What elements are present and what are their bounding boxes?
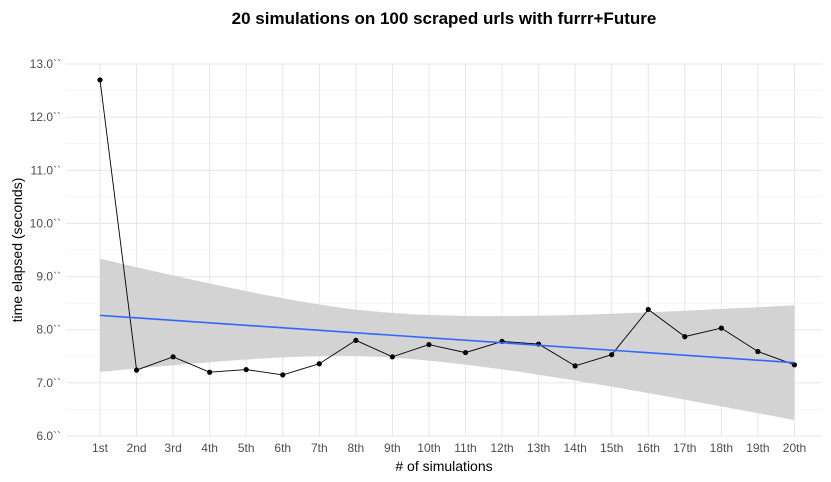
- x-tick-label: 3rd: [164, 441, 181, 455]
- y-tick-label: 6.0``: [36, 429, 61, 443]
- x-tick-label: 15th: [600, 441, 623, 455]
- y-tick-label: 8.0``: [36, 323, 61, 337]
- x-tick-label: 10th: [417, 441, 440, 455]
- x-tick-label: 9th: [384, 441, 401, 455]
- x-tick-label: 17th: [673, 441, 696, 455]
- x-tick-label: 14th: [563, 441, 586, 455]
- x-tick-label: 13th: [527, 441, 550, 455]
- x-tick-label: 16th: [637, 441, 660, 455]
- data-point: [280, 372, 286, 378]
- x-tick-label: 18th: [710, 441, 733, 455]
- data-point: [609, 352, 615, 358]
- data-point: [645, 306, 651, 313]
- y-tick-label: 11.0``: [31, 163, 61, 177]
- x-tick-label: 4th: [201, 441, 218, 455]
- data-point: [316, 361, 322, 367]
- y-axis-ticks: 6.0`` 7.0`` 8.0`` 9.0`` 10.0`` 11.0`` 12.0`` 13…: [30, 57, 61, 443]
- data-point: [426, 341, 432, 348]
- grid: [66, 63, 822, 437]
- chart-title: 20 simulations on 100 scraped urls with …: [232, 9, 657, 28]
- data-point: [97, 77, 103, 83]
- series-group: [97, 77, 798, 378]
- data-point: [353, 337, 359, 343]
- trend-line-group: [99, 314, 795, 364]
- x-tick-label: 7th: [311, 441, 328, 455]
- y-tick-label: 10.0``: [30, 216, 61, 230]
- data-point: [718, 325, 724, 331]
- data-point: [243, 366, 249, 373]
- data-point: [170, 354, 176, 360]
- x-axis-title: # of simulations: [395, 458, 492, 474]
- y-axis-title: time elapsed (seconds): [9, 178, 25, 323]
- y-tick-label: 13.0``: [30, 57, 61, 71]
- data-point: [389, 354, 395, 360]
- y-tick-label: 7.0``: [36, 376, 61, 390]
- data-point: [462, 349, 469, 356]
- trend-line: [99, 314, 795, 364]
- data-point: [791, 362, 798, 368]
- x-axis-ticks: 1st 2nd 3rd 4th 5th 6th 7th 8th 9th 10th 11th 12th 1…: [92, 441, 806, 455]
- data-point: [682, 334, 688, 340]
- y-tick-label: 9.0``: [36, 270, 61, 284]
- data-line: [99, 79, 795, 376]
- x-tick-label: 19th: [746, 441, 769, 455]
- x-tick-label: 1st: [92, 441, 109, 455]
- x-tick-label: 8th: [348, 441, 365, 455]
- data-point: [207, 369, 213, 375]
- data-point: [755, 348, 761, 355]
- x-tick-label: 6th: [274, 441, 291, 455]
- x-tick-label: 5th: [238, 441, 255, 455]
- x-tick-label: 12th: [490, 441, 513, 455]
- x-tick-label: 2nd: [127, 441, 147, 455]
- y-tick-label: 12.0``: [30, 110, 61, 124]
- data-point: [572, 363, 578, 369]
- data-point: [133, 367, 140, 373]
- x-tick-label: 11th: [454, 441, 476, 455]
- x-tick-label: 20th: [783, 441, 806, 455]
